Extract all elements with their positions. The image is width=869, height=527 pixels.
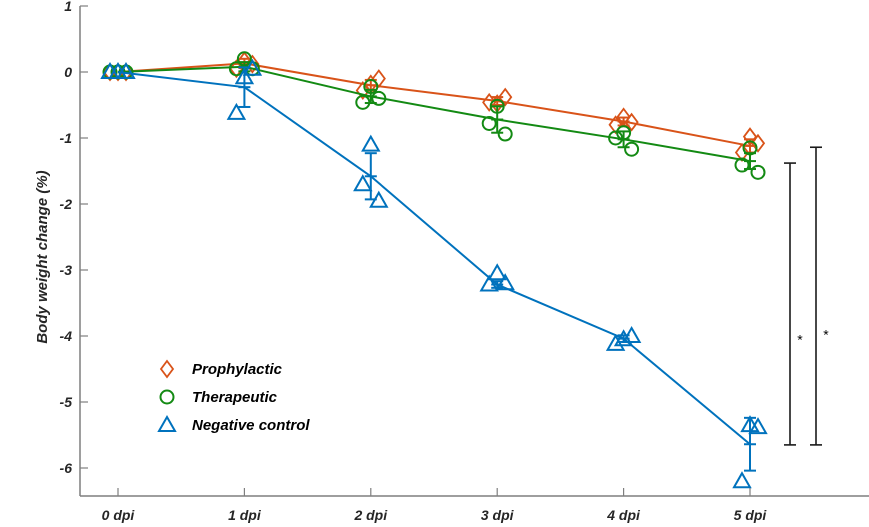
series-negative-control <box>100 58 768 489</box>
x-tick-label: 5 dpi <box>734 507 768 523</box>
legend-label: Therapeutic <box>192 389 278 406</box>
legend-marker-circle-icon <box>159 389 175 405</box>
data-point <box>750 133 766 153</box>
data-point <box>750 164 766 180</box>
x-tick-labels: 0 dpi 1 dpi 2 dpi 3 dpi 4 dpi 5 dpi <box>102 507 768 523</box>
data-point <box>608 115 623 135</box>
y-tick-label: -2 <box>60 196 73 212</box>
data-point <box>228 61 244 77</box>
data-point <box>624 141 640 157</box>
legend-item-negative-control: Negative control <box>157 414 310 434</box>
data-point <box>498 87 513 107</box>
significance-annotations: * * <box>784 146 829 446</box>
data-point <box>369 190 389 208</box>
x-tick-label: 3 dpi <box>481 507 515 523</box>
data-point <box>616 125 632 141</box>
series-line-prophylactic <box>117 62 751 147</box>
data-point <box>608 130 624 146</box>
significance-star: * <box>823 327 829 343</box>
data-point <box>487 263 507 281</box>
data-point <box>355 94 371 110</box>
y-tick-label: -3 <box>60 262 73 278</box>
data-point <box>226 102 247 120</box>
data-point <box>371 90 387 106</box>
significance-star: * <box>797 331 803 347</box>
data-point <box>497 126 513 142</box>
data-point <box>742 127 758 147</box>
significance-bracket: * <box>784 162 803 446</box>
legend-marker-diamond-icon <box>159 359 175 379</box>
y-axis-label: Body weight change (%) <box>34 170 51 343</box>
legend: Prophylactic Therapeutic Negative control <box>157 359 310 434</box>
data-point <box>742 140 758 156</box>
y-tick-labels: 1 0 -1 -2 -3 -4 -5 -6 <box>60 0 73 476</box>
data-point <box>621 325 642 343</box>
series-therapeutic <box>102 51 766 180</box>
data-point <box>479 274 499 292</box>
data-point <box>489 98 505 114</box>
data-point <box>734 157 750 173</box>
x-tick-label: 4 dpi <box>606 507 641 523</box>
data-point <box>616 107 631 127</box>
axes <box>79 5 869 497</box>
data-point <box>234 67 255 85</box>
y-tick-label: -5 <box>60 394 73 410</box>
data-point <box>116 61 136 79</box>
series-line-therapeutic <box>117 65 751 163</box>
data-point <box>363 79 379 95</box>
x-tick-label: 2 dpi <box>353 507 388 523</box>
error-bar <box>364 152 377 201</box>
x-tick-label: 0 dpi <box>102 507 136 523</box>
data-point <box>361 134 381 152</box>
series-layer <box>100 51 768 489</box>
legend-item-therapeutic: Therapeutic <box>159 389 278 406</box>
data-point <box>613 329 634 347</box>
significance-bracket: * <box>810 146 829 446</box>
y-tick-label: 1 <box>64 0 72 14</box>
data-point <box>605 333 626 351</box>
legend-label: Negative control <box>192 417 310 434</box>
data-point <box>495 273 515 291</box>
data-point <box>236 51 252 67</box>
data-point <box>624 112 639 132</box>
legend-label: Prophylactic <box>192 361 283 378</box>
data-point <box>481 115 497 131</box>
y-tick-label: 0 <box>64 64 72 80</box>
series-line-negative-control <box>117 71 751 446</box>
legend-item-prophylactic: Prophylactic <box>159 359 283 379</box>
data-point <box>748 417 768 435</box>
data-point <box>371 69 386 89</box>
y-tick-label: -6 <box>60 460 73 476</box>
data-point <box>353 174 373 192</box>
y-tick-label: -4 <box>60 328 73 344</box>
data-point <box>242 58 263 76</box>
y-tick-label: -1 <box>60 130 73 146</box>
x-tick-label: 1 dpi <box>228 507 262 523</box>
legend-marker-triangle-icon <box>157 414 177 432</box>
data-point <box>732 471 752 489</box>
